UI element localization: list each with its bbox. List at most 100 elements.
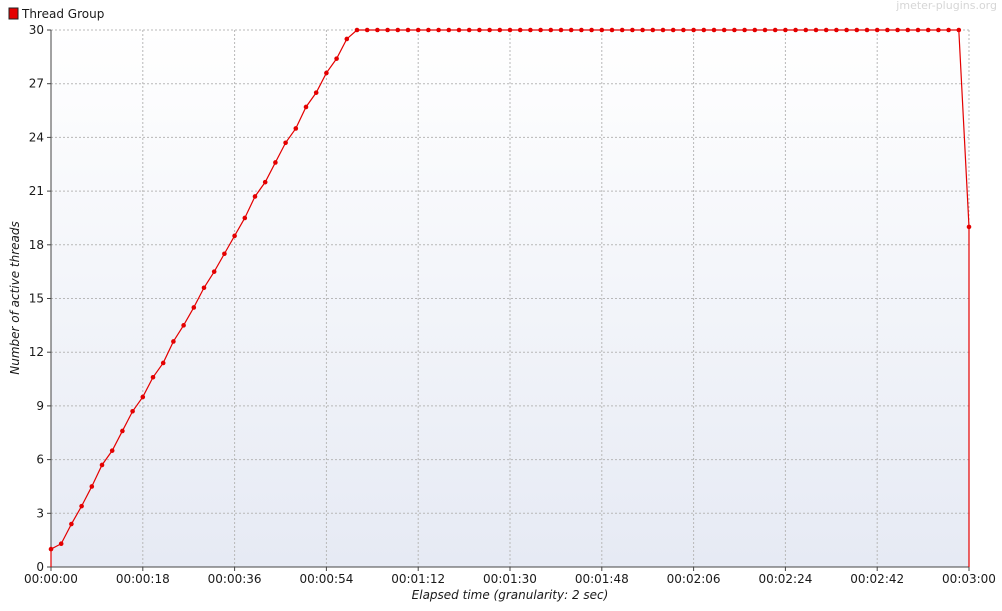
data-point — [222, 251, 227, 257]
data-point — [385, 27, 390, 33]
data-point — [915, 27, 921, 33]
data-point — [721, 27, 727, 33]
data-point — [936, 27, 941, 33]
watermark: jmeter-plugins.org — [895, 0, 997, 12]
data-point — [650, 27, 656, 33]
data-point — [130, 408, 135, 414]
data-point — [834, 27, 839, 33]
y-tick-label: 27 — [29, 77, 44, 91]
data-point — [436, 27, 441, 33]
grid-lines — [51, 29, 970, 567]
data-point — [242, 215, 248, 221]
x-tick-label: 00:01:12 — [391, 572, 445, 586]
data-point — [691, 27, 696, 33]
x-tick-label: 00:00:18 — [116, 572, 170, 586]
data-point — [232, 233, 237, 239]
y-axis-ticks: 0 3 6 9 12 15 18 21 24 27 30 — [29, 23, 51, 574]
data-point — [568, 27, 574, 33]
x-tick-label: 00:00:36 — [208, 572, 262, 586]
series-layer — [48, 27, 972, 567]
data-point — [283, 140, 288, 146]
data-point — [742, 27, 747, 33]
y-axis-title: Number of active threads — [8, 221, 22, 375]
data-point — [813, 27, 819, 33]
data-point — [609, 27, 615, 33]
x-tick-label: 00:02:24 — [758, 572, 812, 586]
data-point — [446, 27, 452, 33]
data-point — [181, 323, 186, 328]
data-point — [58, 541, 64, 547]
y-tick-label: 12 — [29, 345, 44, 359]
data-point — [670, 27, 676, 33]
data-point — [497, 27, 503, 33]
data-point — [426, 27, 431, 33]
data-point — [273, 160, 278, 165]
data-point — [48, 546, 54, 552]
data-point — [732, 27, 737, 33]
data-point — [507, 27, 513, 33]
data-point — [885, 27, 890, 33]
data-point — [354, 27, 360, 33]
data-point — [844, 27, 849, 33]
data-point — [293, 126, 299, 131]
data-point — [405, 27, 411, 33]
data-point — [660, 27, 666, 33]
y-tick-label: 15 — [29, 292, 44, 306]
data-point — [772, 27, 778, 33]
data-point — [375, 27, 380, 33]
data-point — [517, 27, 523, 33]
data-point — [150, 374, 156, 380]
x-tick-label: 00:00:00 — [24, 572, 78, 586]
y-tick-label: 9 — [36, 399, 44, 413]
data-point — [201, 285, 207, 291]
data-point — [711, 27, 717, 33]
data-point — [79, 503, 84, 509]
data-point — [334, 56, 339, 61]
data-point — [140, 394, 146, 400]
data-point — [630, 27, 635, 33]
data-point — [466, 27, 472, 33]
data-point — [528, 27, 533, 33]
x-tick-label: 00:02:42 — [850, 572, 904, 586]
data-point — [477, 27, 482, 33]
data-point — [619, 27, 625, 33]
data-point — [803, 27, 809, 33]
x-tick-label: 00:01:30 — [483, 572, 537, 586]
x-tick-label: 00:01:48 — [575, 572, 629, 586]
data-point — [324, 70, 329, 76]
data-point — [395, 27, 401, 33]
data-point — [823, 27, 829, 33]
legend-swatch — [8, 7, 19, 20]
data-point — [681, 27, 686, 33]
x-axis-title: Elapsed time (granularity: 2 sec) — [412, 588, 609, 602]
data-point — [783, 27, 788, 33]
data-point — [160, 360, 166, 366]
data-point — [415, 27, 421, 33]
y-tick-label: 21 — [29, 184, 44, 198]
x-tick-label: 00:02:06 — [667, 572, 721, 586]
x-tick-label: 00:03:00 — [942, 572, 996, 586]
data-point — [905, 27, 911, 33]
data-point — [864, 27, 870, 33]
data-point — [211, 269, 217, 274]
data-point — [69, 521, 74, 527]
data-point — [99, 462, 105, 468]
data-point — [303, 104, 309, 110]
y-tick-label: 6 — [36, 453, 44, 467]
y-tick-label: 24 — [29, 130, 44, 144]
data-point — [109, 448, 115, 453]
data-point — [701, 27, 707, 33]
data-point — [538, 27, 543, 33]
data-point — [313, 90, 319, 95]
data-point — [589, 27, 594, 33]
data-point — [640, 27, 645, 33]
data-point — [456, 27, 462, 33]
data-point — [171, 339, 176, 344]
data-point — [191, 305, 197, 310]
data-point — [854, 27, 860, 33]
data-point — [558, 27, 564, 33]
y-tick-label: 18 — [29, 238, 44, 252]
data-point — [548, 27, 554, 33]
